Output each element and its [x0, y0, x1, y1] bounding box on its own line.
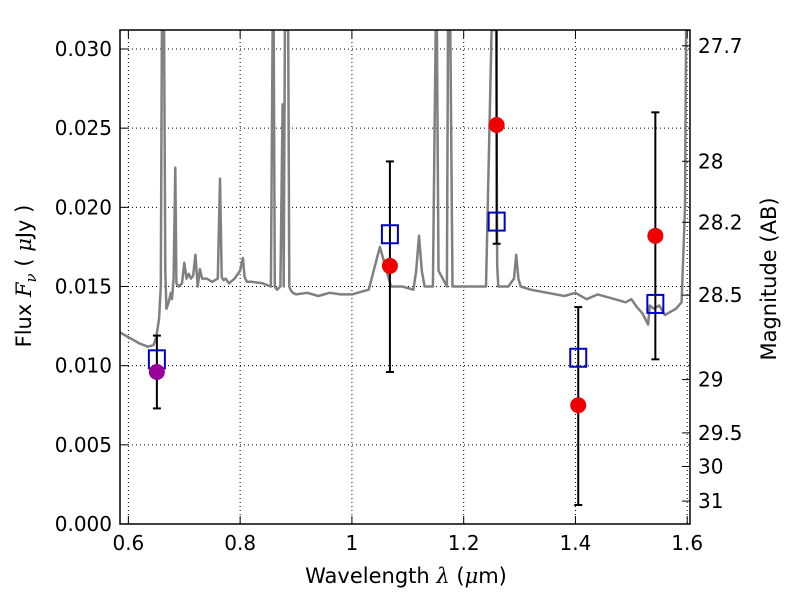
observed-point: [647, 227, 664, 244]
x-tick-label: 0.6: [112, 531, 144, 555]
y-tick-label: 0.010: [55, 354, 112, 378]
y2-tick-label: 28.5: [698, 283, 743, 307]
x-tick-label: 1.6: [671, 531, 703, 555]
x-tick-label: 0.8: [224, 531, 256, 555]
y-tick-label: 0.015: [55, 275, 112, 299]
y-tick-label: 0.025: [55, 116, 112, 140]
y-axis-label: Flux Fν ( μJy ): [12, 205, 40, 348]
y2-tick-label: 29: [698, 368, 723, 392]
model-band-square: [380, 224, 399, 245]
y2-axis-ticks: 27.7 28 28.2 28.5 29 29.5 30 31: [682, 34, 743, 513]
observed-point: [381, 257, 398, 274]
y-tick-label: 0.020: [55, 195, 112, 219]
x-axis-ticks: 0.6 0.8 1 1.2 1.4 1.6: [112, 30, 703, 555]
error-bars: [152, 30, 660, 506]
plot-area: [120, 30, 690, 506]
model-band-markers: [147, 211, 665, 370]
y2-tick-label: 28: [698, 149, 723, 173]
optical-point: [148, 364, 165, 380]
y2-tick-label: 28.2: [698, 210, 743, 234]
y-tick-label: 0.005: [55, 433, 112, 457]
y2-tick-label: 29.5: [698, 421, 743, 445]
x-tick-label: 1.2: [448, 531, 480, 555]
y-tick-label: 0.000: [55, 512, 112, 536]
model-spectrum-line: [120, 30, 690, 348]
y2-tick-label: 27.7: [698, 34, 743, 58]
x-tick-label: 1: [346, 531, 359, 555]
y2-tick-label: 30: [698, 455, 723, 479]
grid-lines: [120, 30, 690, 525]
model-band-square: [487, 211, 506, 232]
model-band-square: [646, 293, 665, 314]
y2-tick-label: 31: [698, 489, 723, 513]
x-tick-label: 1.4: [560, 531, 592, 555]
y2-axis-label: Magnitude (AB): [757, 197, 781, 360]
x-axis-label: Wavelength λ (μm): [305, 564, 507, 588]
observed-point: [570, 397, 587, 414]
plot-frame: [119, 29, 691, 525]
y-tick-label: 0.030: [55, 37, 112, 61]
observed-markers: [148, 117, 664, 414]
model-band-square: [569, 347, 588, 368]
y-axis-ticks: 0.000 0.005 0.010 0.015 0.020 0.025 0.030: [55, 37, 128, 536]
observed-point: [488, 117, 505, 133]
